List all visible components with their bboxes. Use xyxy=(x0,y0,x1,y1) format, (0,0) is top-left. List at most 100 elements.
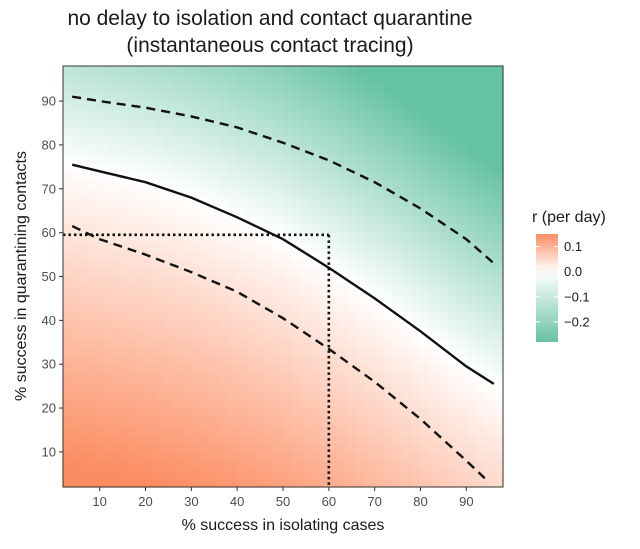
heatmap-tile xyxy=(356,118,367,128)
heatmap-tile xyxy=(429,469,440,479)
heatmap-tile xyxy=(218,232,229,243)
heatmap-tile xyxy=(457,416,467,427)
heatmap-tile xyxy=(283,66,293,76)
heatmap-tile xyxy=(191,434,202,444)
heatmap-tile xyxy=(411,451,422,462)
heatmap-tile xyxy=(237,171,247,181)
heatmap-tile xyxy=(237,451,247,462)
heatmap-tile xyxy=(393,109,403,120)
heatmap-tile xyxy=(228,390,238,400)
heatmap-tile xyxy=(163,83,174,93)
heatmap-tile xyxy=(429,276,440,286)
heatmap-tile xyxy=(338,92,348,102)
heatmap-tile xyxy=(72,320,82,330)
heatmap-tile xyxy=(328,337,339,348)
heatmap-tile xyxy=(493,460,504,471)
heatmap-tile xyxy=(163,188,174,199)
heatmap-tile xyxy=(365,118,376,128)
heatmap-tile xyxy=(328,329,339,339)
heatmap-tile xyxy=(420,364,431,374)
heatmap-tile xyxy=(393,206,403,216)
heatmap-tile xyxy=(411,144,422,155)
heatmap-tile xyxy=(63,101,73,111)
heatmap-tile xyxy=(493,241,504,251)
heatmap-tile xyxy=(338,390,348,400)
heatmap-tile xyxy=(273,101,284,111)
heatmap-tile xyxy=(475,136,486,146)
heatmap-tile xyxy=(466,399,477,409)
heatmap-tile xyxy=(218,390,229,400)
heatmap-tile xyxy=(475,451,486,462)
heatmap-tile xyxy=(475,416,486,427)
heatmap-tile xyxy=(173,320,183,330)
heatmap-tile xyxy=(127,92,137,102)
heatmap-tile xyxy=(154,346,165,357)
heatmap-tile xyxy=(81,118,92,128)
heatmap-tile xyxy=(99,241,110,251)
heatmap-tile xyxy=(365,434,376,444)
heatmap-tile xyxy=(173,250,183,260)
heatmap-tile xyxy=(457,241,467,251)
heatmap-tile xyxy=(154,92,165,102)
heatmap-tile xyxy=(319,127,330,137)
heatmap-tile xyxy=(136,425,147,435)
heatmap-tile xyxy=(420,101,431,111)
heatmap-tile xyxy=(191,408,202,418)
heatmap-tile xyxy=(438,136,449,146)
heatmap-tile xyxy=(72,250,82,260)
heatmap-tile xyxy=(374,136,385,146)
heatmap-tile xyxy=(118,66,128,76)
heatmap-tile xyxy=(283,171,293,181)
heatmap-tile xyxy=(273,399,284,409)
heatmap-tile xyxy=(255,460,266,471)
heatmap-tile xyxy=(356,408,367,418)
heatmap-tile xyxy=(228,206,238,216)
heatmap-tile xyxy=(136,118,147,128)
heatmap-tile xyxy=(438,250,449,260)
heatmap-tile xyxy=(283,241,293,251)
heatmap-tile xyxy=(347,425,357,435)
heatmap-tile xyxy=(365,215,376,225)
heatmap-tile xyxy=(475,197,486,207)
legend-colorbar xyxy=(536,234,558,342)
heatmap-tile xyxy=(338,285,348,295)
heatmap-tile xyxy=(108,206,119,216)
heatmap-tile xyxy=(429,223,440,234)
heatmap-tile xyxy=(484,311,495,321)
heatmap-tile xyxy=(292,223,302,234)
heatmap-tile xyxy=(338,206,348,216)
heatmap-tile xyxy=(411,434,422,444)
heatmap-tile xyxy=(200,390,211,400)
heatmap-tile xyxy=(182,416,192,427)
heatmap-tile xyxy=(209,232,220,243)
heatmap-tile xyxy=(301,101,312,111)
heatmap-tile xyxy=(273,451,284,462)
heatmap-tile xyxy=(237,267,247,278)
heatmap-tile xyxy=(493,311,504,321)
heatmap-tile xyxy=(182,144,192,155)
heatmap-tile xyxy=(438,355,449,365)
heatmap-tile xyxy=(90,372,101,383)
heatmap-tile xyxy=(273,74,284,85)
heatmap-tile xyxy=(182,250,192,260)
heatmap-tile xyxy=(63,302,73,313)
heatmap-tile xyxy=(163,294,174,304)
heatmap-tile xyxy=(484,258,495,269)
heatmap-tile xyxy=(438,302,449,313)
heatmap-tile xyxy=(136,355,147,365)
heatmap-tile xyxy=(393,416,403,427)
heatmap-tile xyxy=(347,408,357,418)
heatmap-tile xyxy=(356,162,367,172)
heatmap-tile xyxy=(163,241,174,251)
heatmap-tile xyxy=(338,162,348,172)
heatmap-tile xyxy=(374,92,385,102)
heatmap-tile xyxy=(383,153,394,164)
heatmap-tile xyxy=(255,416,266,427)
heatmap-tile xyxy=(438,101,449,111)
heatmap-tile xyxy=(90,258,101,269)
heatmap-tile xyxy=(163,416,174,427)
heatmap-tile xyxy=(383,364,394,374)
heatmap-tile xyxy=(72,241,82,251)
heatmap-tile xyxy=(466,74,477,85)
heatmap-tile xyxy=(338,381,348,392)
